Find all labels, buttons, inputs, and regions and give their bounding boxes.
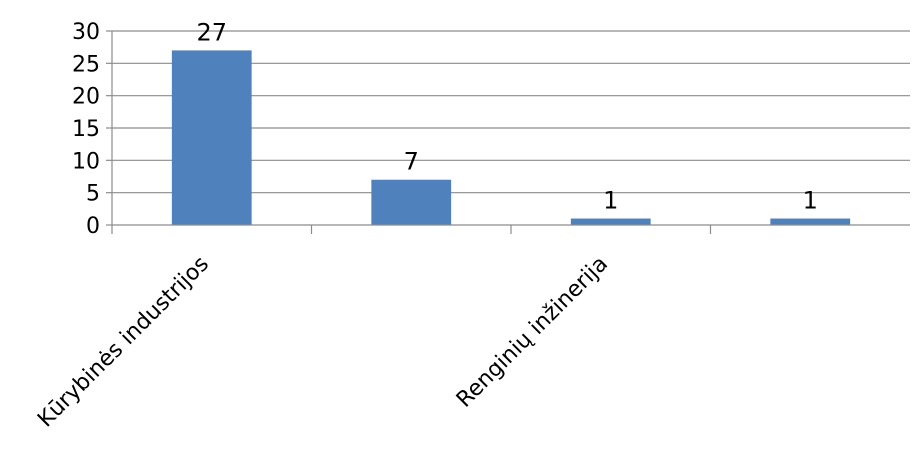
data-label: 1 (603, 187, 618, 215)
y-tick-label: 30 (72, 20, 100, 45)
bar (371, 179, 452, 225)
y-tick-label: 10 (72, 149, 100, 174)
bar (770, 218, 851, 225)
category-label: Renginių inžinerija (452, 252, 613, 413)
y-tick-label: 0 (86, 214, 100, 239)
bar (171, 50, 252, 226)
y-tick-label: 20 (72, 85, 100, 110)
data-label: 7 (404, 148, 419, 176)
category-label: Kūrybinės industrijos (33, 252, 214, 433)
y-tick-label: 25 (72, 52, 100, 77)
y-tick-label: 5 (86, 182, 100, 207)
bar (570, 218, 651, 225)
axes (106, 30, 910, 234)
y-tick-label: 15 (72, 117, 100, 142)
data-label: 27 (196, 18, 227, 46)
bars (171, 50, 851, 226)
data-label: 1 (803, 187, 818, 215)
